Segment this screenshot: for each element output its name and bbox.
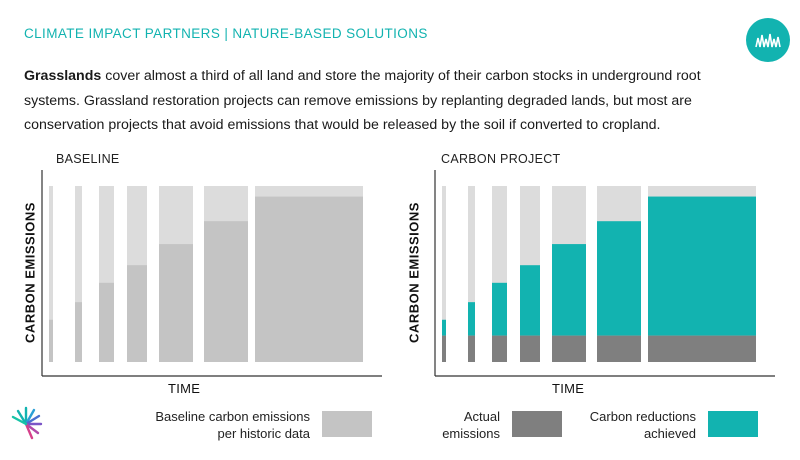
bar-reduction xyxy=(648,196,756,336)
project-chart xyxy=(434,170,775,377)
intro-text: cover almost a third of all land and sto… xyxy=(24,68,701,133)
grass-logo-icon xyxy=(746,18,790,62)
legend-reduction-swatch xyxy=(708,411,758,437)
bar-reduction xyxy=(468,302,475,336)
intro-bold-term: Grasslands xyxy=(24,68,102,84)
bar-envelope xyxy=(468,186,475,362)
bar-baseline xyxy=(75,302,82,362)
project-chart-title: CARBON PROJECT xyxy=(441,152,561,166)
bar-envelope xyxy=(75,186,82,362)
bar-baseline xyxy=(127,265,147,362)
bar-actual xyxy=(552,335,586,362)
bar-envelope xyxy=(442,186,446,362)
bar-actual xyxy=(648,335,756,362)
baseline-chart xyxy=(41,170,382,377)
bar-reduction xyxy=(597,221,641,336)
baseline-x-axis-label: TIME xyxy=(168,381,201,396)
bar-envelope xyxy=(49,186,53,362)
header-title: CLIMATE IMPACT PARTNERS | NATURE-BASED S… xyxy=(24,26,428,41)
bar-actual xyxy=(597,335,641,362)
bar-actual xyxy=(520,335,540,362)
bar-reduction xyxy=(520,265,540,336)
bar-actual xyxy=(492,335,507,362)
bar-reduction xyxy=(552,244,586,336)
bar-baseline xyxy=(49,319,53,362)
bar-baseline xyxy=(159,244,193,362)
company-logo-icon xyxy=(11,406,43,440)
bar-actual xyxy=(468,335,475,362)
bar-baseline xyxy=(204,221,248,362)
project-x-axis-label: TIME xyxy=(552,381,585,396)
legend-actual-swatch xyxy=(512,411,562,437)
legend-actual-label: Actual emissions xyxy=(442,409,500,441)
bar-baseline xyxy=(255,196,363,362)
bar-reduction xyxy=(442,319,446,336)
legend-baseline-swatch xyxy=(322,411,372,437)
bar-reduction xyxy=(492,282,507,336)
legend-baseline-label: Baseline carbon emissions per historic d… xyxy=(155,409,310,441)
bar-baseline xyxy=(99,282,114,362)
intro-paragraph: Grasslands cover almost a third of all l… xyxy=(24,64,744,138)
legend-reduction-label: Carbon reductions achieved xyxy=(589,409,696,441)
baseline-chart-title: BASELINE xyxy=(56,152,120,166)
bar-actual xyxy=(442,335,446,362)
